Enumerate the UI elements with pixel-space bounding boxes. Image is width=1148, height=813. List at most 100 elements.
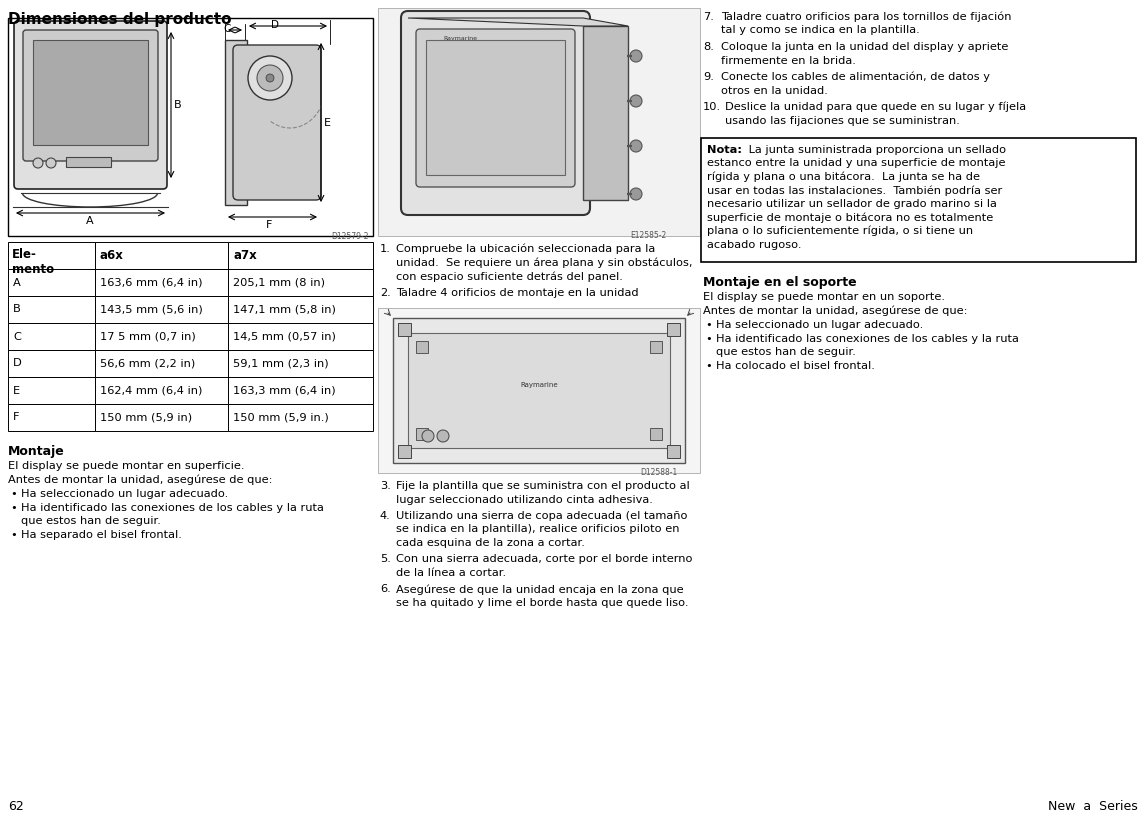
Bar	[95, 242, 228, 269]
Bar	[650, 428, 662, 440]
Bar	[8, 296, 95, 323]
Bar	[228, 269, 373, 296]
Bar	[228, 404, 373, 431]
Text: E: E	[13, 385, 21, 395]
Text: 162,4 mm (6,4 in): 162,4 mm (6,4 in)	[100, 385, 202, 395]
Bar	[8, 269, 95, 296]
Text: Conecte los cables de alimentación, de datos y: Conecte los cables de alimentación, de d…	[721, 72, 990, 82]
Bar	[408, 333, 670, 448]
Text: estanco entre la unidad y una superficie de montaje: estanco entre la unidad y una superficie…	[707, 159, 1006, 168]
Bar	[416, 341, 428, 353]
Text: a7x: a7x	[233, 249, 257, 262]
Text: New  a  Series: New a Series	[1048, 800, 1138, 813]
Text: La junta suministrada proporciona un sellado: La junta suministrada proporciona un sel…	[745, 145, 1006, 155]
Bar	[95, 404, 228, 431]
Text: C: C	[13, 332, 21, 341]
Circle shape	[266, 74, 274, 82]
Bar	[33, 40, 148, 145]
Text: El display se puede montar en un soporte.: El display se puede montar en un soporte…	[703, 292, 945, 302]
Text: con espacio suficiente detrás del panel.: con espacio suficiente detrás del panel.	[396, 271, 623, 281]
Text: 4.: 4.	[380, 511, 390, 521]
Bar	[95, 350, 228, 377]
Circle shape	[630, 95, 642, 107]
Text: Ele-
mento: Ele- mento	[11, 248, 54, 276]
Bar	[8, 377, 95, 404]
Text: 1.: 1.	[380, 244, 390, 254]
Bar	[583, 26, 628, 200]
Bar	[95, 323, 228, 350]
Text: E12585-2: E12585-2	[630, 231, 666, 240]
Text: acabado rugoso.: acabado rugoso.	[707, 240, 801, 250]
Text: usando las fijaciones que se suministran.: usando las fijaciones que se suministran…	[726, 115, 960, 125]
Text: D12588-1: D12588-1	[639, 468, 677, 477]
Bar	[228, 377, 373, 404]
Circle shape	[33, 158, 42, 168]
Text: 7.: 7.	[703, 12, 714, 22]
Text: 150 mm (5,9 in): 150 mm (5,9 in)	[100, 412, 192, 423]
Text: plana o lo suficientemente rígida, o si tiene un: plana o lo suficientemente rígida, o si …	[707, 226, 974, 237]
Text: B: B	[174, 100, 181, 110]
Bar	[95, 269, 228, 296]
Bar	[8, 404, 95, 431]
Bar	[95, 377, 228, 404]
Circle shape	[248, 56, 292, 100]
Bar	[393, 318, 685, 463]
Text: superficie de montaje o bitácora no es totalmente: superficie de montaje o bitácora no es t…	[707, 212, 993, 223]
Text: rígida y plana o una bitácora.  La junta se ha de: rígida y plana o una bitácora. La junta …	[707, 172, 980, 182]
Bar	[416, 428, 428, 440]
Text: 59,1 mm (2,3 in): 59,1 mm (2,3 in)	[233, 359, 328, 368]
Text: 9.: 9.	[703, 72, 714, 82]
Text: •: •	[10, 503, 17, 513]
Text: de la línea a cortar.: de la línea a cortar.	[396, 568, 506, 578]
FancyBboxPatch shape	[23, 30, 158, 161]
Text: 163,6 mm (6,4 in): 163,6 mm (6,4 in)	[100, 277, 202, 288]
Text: F: F	[13, 412, 20, 423]
Bar	[701, 138, 1137, 262]
Text: que estos han de seguir.: que estos han de seguir.	[716, 347, 856, 357]
Text: Taladre 4 orificios de montaje en la unidad: Taladre 4 orificios de montaje en la uni…	[396, 288, 638, 298]
Text: 17 5 mm (0,7 in): 17 5 mm (0,7 in)	[100, 332, 196, 341]
Text: A: A	[13, 277, 21, 288]
Text: Montaje: Montaje	[8, 445, 64, 458]
Text: 10.: 10.	[703, 102, 721, 112]
Text: Ha colocado el bisel frontal.: Ha colocado el bisel frontal.	[716, 361, 875, 371]
Circle shape	[437, 430, 449, 442]
Text: E: E	[324, 118, 331, 128]
Text: 6.: 6.	[380, 585, 390, 594]
Circle shape	[630, 50, 642, 62]
Circle shape	[46, 158, 56, 168]
Text: firmemente en la brida.: firmemente en la brida.	[721, 55, 856, 66]
FancyBboxPatch shape	[416, 29, 575, 187]
Text: Raymarine: Raymarine	[443, 36, 478, 41]
Text: Ha identificado las conexiones de los cables y la ruta: Ha identificado las conexiones de los ca…	[21, 503, 324, 513]
Bar	[667, 445, 680, 458]
Bar	[378, 308, 700, 473]
Text: Coloque la junta en la unidad del display y apriete: Coloque la junta en la unidad del displa…	[721, 42, 1008, 52]
Text: que estos han de seguir.: que estos han de seguir.	[21, 516, 161, 526]
Text: Ha seleccionado un lugar adecuado.: Ha seleccionado un lugar adecuado.	[716, 320, 923, 330]
Text: usar en todas las instalaciones.  También podría ser: usar en todas las instalaciones. También…	[707, 185, 1002, 196]
Text: D12579-2: D12579-2	[331, 232, 369, 241]
Text: cada esquina de la zona a cortar.: cada esquina de la zona a cortar.	[396, 538, 584, 548]
Text: 150 mm (5,9 in.): 150 mm (5,9 in.)	[233, 412, 328, 423]
Text: 14,5 mm (0,57 in): 14,5 mm (0,57 in)	[233, 332, 336, 341]
Text: Fije la plantilla que se suministra con el producto al: Fije la plantilla que se suministra con …	[396, 481, 690, 491]
Text: 3.: 3.	[380, 481, 390, 491]
Text: C: C	[223, 24, 231, 34]
Text: Dimensiones del producto: Dimensiones del producto	[8, 12, 232, 27]
Polygon shape	[408, 18, 628, 26]
Text: 5.: 5.	[380, 554, 390, 564]
Circle shape	[630, 188, 642, 200]
Text: •: •	[705, 334, 712, 344]
Text: Raymarine: Raymarine	[42, 43, 77, 48]
Text: necesario utilizar un sellador de grado marino si la: necesario utilizar un sellador de grado …	[707, 199, 996, 209]
Bar	[426, 40, 565, 175]
Text: F: F	[266, 220, 272, 230]
Bar	[8, 350, 95, 377]
Text: A: A	[86, 216, 94, 226]
Text: lugar seleccionado utilizando cinta adhesiva.: lugar seleccionado utilizando cinta adhe…	[396, 494, 653, 505]
Bar	[398, 445, 411, 458]
Text: 56,6 mm (2,2 in): 56,6 mm (2,2 in)	[100, 359, 195, 368]
Bar	[228, 242, 373, 269]
Text: otros en la unidad.: otros en la unidad.	[721, 85, 828, 95]
